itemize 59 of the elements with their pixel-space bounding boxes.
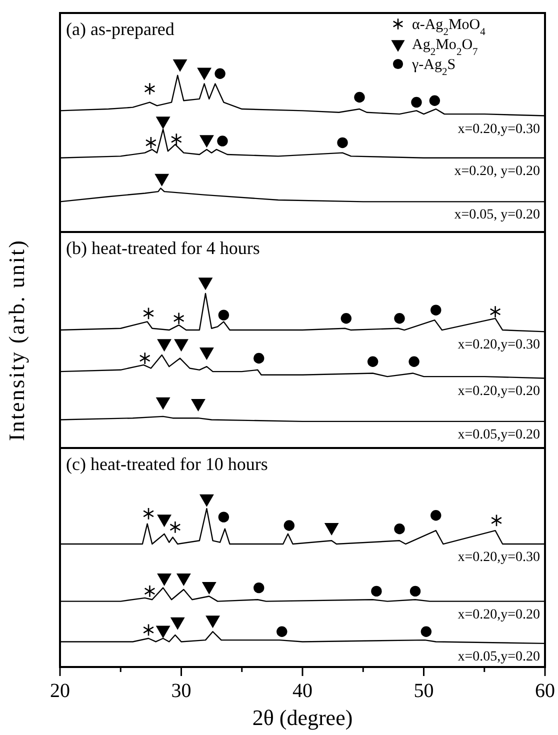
point [430, 304, 442, 316]
chart-title: (c) heat-treated for 10 hours [66, 454, 268, 474]
point [254, 352, 264, 364]
point [340, 313, 352, 324]
point [371, 586, 382, 597]
series-label: x=0.05, y=0.20 [454, 208, 540, 223]
point [170, 133, 182, 146]
series-label: x=0.05,y=0.20 [458, 649, 540, 664]
point [156, 397, 170, 410]
series-label: x=0.20, y=0.20 [454, 164, 540, 179]
point [430, 510, 442, 521]
point [144, 82, 156, 96]
point [408, 356, 420, 367]
x-tick-label: 60 [535, 680, 555, 702]
point [214, 68, 226, 79]
legend-label: Ag$_{2}$Mo$_{2}$O$_{7}$ [412, 37, 478, 58]
chart-title: (b) heat-treated for 4 hours [66, 238, 260, 258]
point [367, 356, 378, 367]
x-tick-label: 50 [414, 680, 434, 702]
point [490, 514, 502, 527]
series-label: x=0.20,y=0.30 [458, 550, 540, 566]
point [420, 626, 432, 637]
series-label: x=0.05,y=0.20 [458, 427, 540, 442]
legend-label: α-Ag$_{2}$MoO$_{4}$ [412, 17, 486, 38]
series-label: x=0.20,y=0.20 [458, 607, 540, 622]
point [284, 520, 295, 531]
series-label: x=0.20,y=0.30 [458, 338, 540, 353]
point [394, 313, 405, 324]
x-tick-label: 40 [292, 680, 312, 702]
series-label: x=0.20,y=0.20 [458, 384, 540, 400]
point [410, 586, 421, 597]
point [490, 305, 501, 318]
point [411, 96, 422, 108]
point [142, 507, 154, 520]
point [200, 347, 214, 360]
point [144, 584, 156, 598]
x-axis-title: 2θ (degree) [252, 705, 353, 730]
point [139, 352, 150, 365]
point [354, 92, 365, 103]
point [276, 626, 288, 637]
point [191, 398, 206, 412]
chart-title: (a) as-prepared [66, 19, 174, 39]
point [254, 582, 264, 594]
point [218, 512, 230, 522]
y-axis-title: Intensity (arb. unit) [4, 239, 29, 441]
x-tick-label: 20 [50, 680, 70, 702]
legend-label: γ-Ag$_{2}$S [411, 57, 456, 78]
x-tick-label: 30 [171, 680, 192, 702]
point [173, 312, 184, 325]
point [218, 310, 230, 320]
point [145, 136, 156, 150]
point [142, 624, 154, 636]
point [217, 136, 228, 146]
point [142, 307, 154, 320]
point [394, 524, 405, 534]
point [337, 137, 348, 148]
point [170, 520, 181, 534]
point [429, 95, 440, 106]
series-label: x=0.20,y=0.30 [458, 122, 540, 137]
